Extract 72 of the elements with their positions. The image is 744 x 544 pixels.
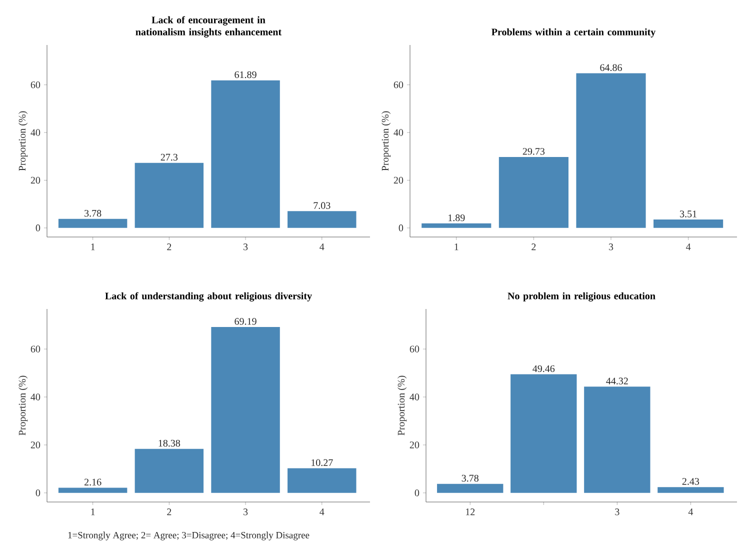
data-label: 2.16 (84, 478, 102, 486)
bar (58, 218, 128, 228)
y-tick-label: 40 (30, 394, 40, 400)
data-label: 18.38 (158, 440, 180, 447)
bar (288, 468, 356, 493)
chart-title: No problem in religious education (508, 292, 656, 302)
y-axis-title: Proportion (%) (382, 111, 391, 171)
x-tick-label: 12 (466, 508, 475, 516)
bar (498, 157, 568, 228)
x-tick-label: 2 (167, 508, 172, 516)
bar (654, 220, 724, 228)
y-tick-label: 20 (30, 442, 40, 448)
data-label: 2.43 (682, 478, 700, 485)
data-label: 29.73 (522, 148, 545, 155)
y-axis-title: Proportion (%) (18, 376, 28, 436)
data-label: 10.27 (312, 459, 333, 466)
data-label: 44.32 (606, 378, 628, 384)
chart-title: Lack of understanding about religious diversity (105, 292, 312, 302)
y-tick-label: 0 (36, 224, 40, 232)
y-axis-title: Proportion (%) (398, 376, 407, 436)
x-tick-label: 3 (615, 508, 620, 516)
y-tick-label: 20 (30, 176, 40, 184)
y-tick-label: 60 (410, 346, 420, 352)
y-tick-label: 60 (394, 81, 404, 88)
bar (58, 488, 128, 493)
x-tick-label: 4 (320, 244, 324, 250)
x-tick-label: 1 (91, 244, 95, 250)
y-tick-label: 0 (398, 224, 404, 232)
x-tick-label: 4 (686, 244, 691, 250)
data-label: 49.46 (532, 365, 555, 372)
x-tick-label: 4 (320, 508, 324, 516)
y-tick-label: 60 (30, 81, 40, 88)
bar (134, 448, 204, 493)
y-tick-label: 40 (410, 394, 420, 400)
x-tick-label: 2 (167, 244, 172, 250)
x-tick-label: 4 (688, 508, 694, 516)
y-tick-label: 0 (36, 490, 40, 496)
y-tick-label: 20 (394, 176, 404, 184)
data-label: 3.51 (680, 210, 696, 218)
x-tick-label: 3 (244, 508, 248, 516)
data-label: 7.03 (314, 202, 330, 209)
data-label: 3.78 (462, 474, 478, 482)
data-label: 61.89 (234, 71, 256, 78)
data-label: 69.19 (234, 318, 256, 325)
chart-title: Lack of encouragement in nationalism insights enhancement (136, 16, 282, 38)
bar (211, 327, 280, 493)
x-tick-label: 1 (91, 508, 95, 516)
bar (576, 73, 646, 228)
data-label: 27.3 (160, 154, 178, 161)
y-tick-label: 40 (30, 129, 40, 136)
y-tick-label: 0 (414, 490, 420, 496)
bar (211, 80, 280, 228)
y-axis-title: Proportion (%) (18, 111, 28, 171)
bar (134, 162, 204, 228)
data-label: 3.78 (84, 210, 102, 217)
bar (288, 211, 356, 228)
bar (437, 484, 504, 493)
bar (658, 487, 724, 493)
data-label: 64.86 (600, 64, 622, 72)
chart-title: Problems within a certain community (492, 28, 656, 38)
x-tick-label: 1 (454, 244, 458, 250)
bar (422, 223, 492, 228)
x-tick-label: 3 (608, 244, 614, 250)
y-tick-label: 20 (410, 442, 420, 448)
text: 1=Strongly Agree; 2= Agree; 3=Disagree; 4=Strongly Disagree (68, 532, 310, 540)
y-tick-label: 40 (394, 129, 404, 136)
data-label: 1.89 (448, 214, 465, 222)
x-tick-label: 2 (532, 244, 536, 250)
bar (510, 374, 577, 493)
bar (584, 386, 650, 493)
x-tick-label: 3 (244, 244, 248, 250)
y-tick-label: 60 (30, 346, 40, 352)
